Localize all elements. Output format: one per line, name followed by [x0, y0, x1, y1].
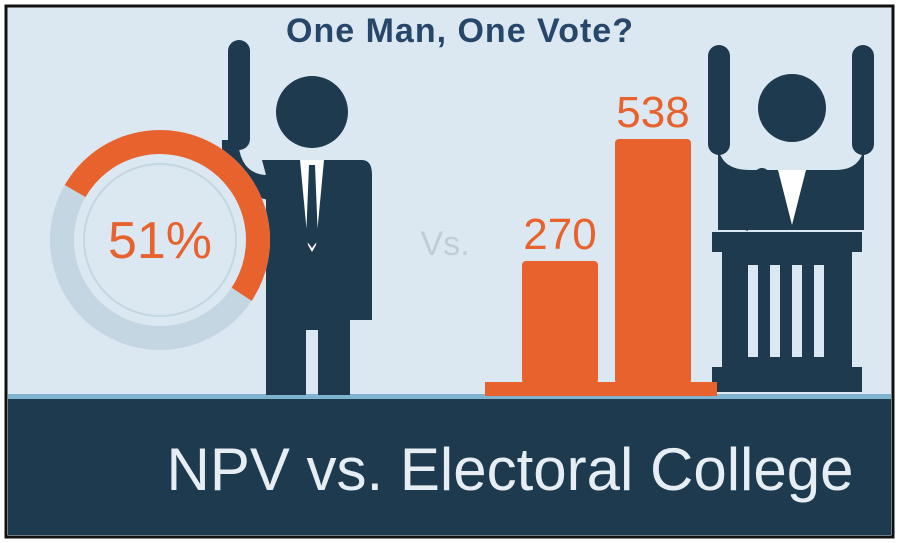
title: One Man, One Vote?: [286, 12, 634, 50]
bar-label: 538: [616, 88, 689, 137]
donut-label: 51%: [108, 212, 212, 270]
footer-band: [8, 398, 891, 535]
voter-figure: [221, 40, 372, 395]
bar: [615, 139, 691, 384]
microphone: [742, 179, 763, 231]
footer-stripe: [8, 394, 891, 399]
podium-shirt: [778, 170, 806, 225]
podium-figure: [708, 45, 874, 392]
vs-label: Vs.: [420, 225, 469, 263]
microphone-head: [754, 168, 770, 184]
tie: [306, 165, 318, 248]
bar: [522, 261, 598, 384]
bar-label: 270: [523, 210, 596, 259]
footer-title: NPV vs. Electoral College: [167, 436, 854, 503]
bar-base: [485, 382, 717, 396]
donut-arc: [64, 130, 270, 301]
donut-inner: [83, 163, 237, 317]
podium-columns: [748, 265, 824, 357]
